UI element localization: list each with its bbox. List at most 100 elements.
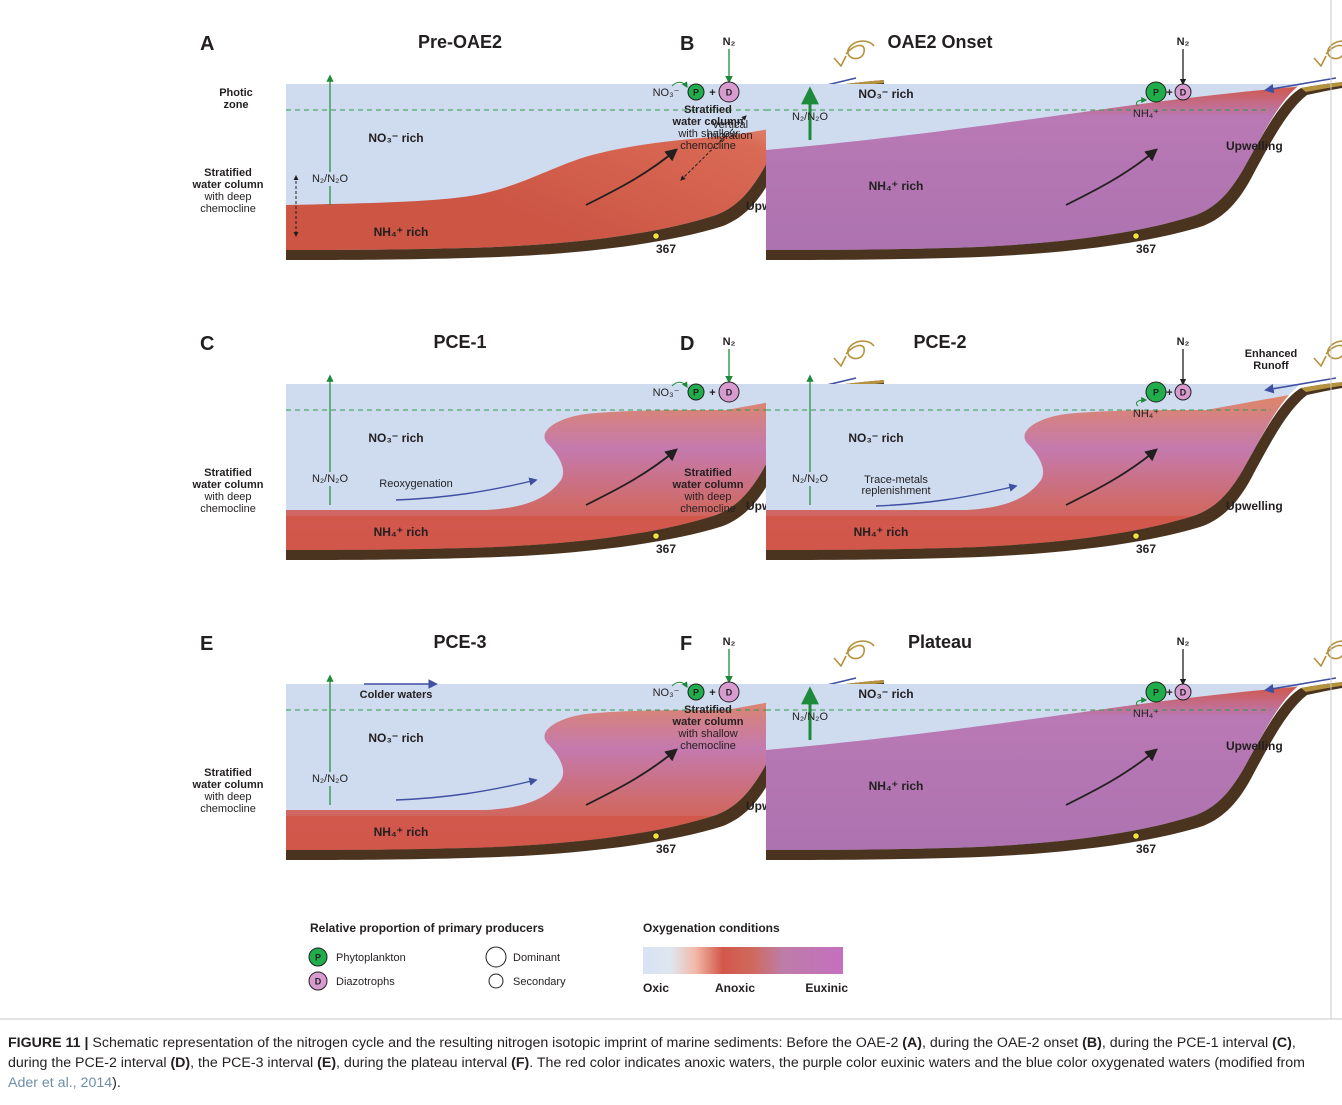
anoxic-tongue (286, 392, 821, 550)
stratified-label: water column (192, 179, 264, 191)
stratified-label: water column (672, 716, 744, 728)
caption-label: FIGURE 11 | (8, 1035, 89, 1051)
runoff-arrow (1264, 677, 1337, 694)
site-label: 367 (1136, 242, 1156, 256)
site-marker (1132, 832, 1140, 840)
stratified-label: Stratified (684, 467, 732, 479)
caption-ref-f: (F) (511, 1055, 530, 1071)
figure-caption: FIGURE 11 | Schematic representation of … (8, 1033, 1334, 1093)
site-marker (652, 532, 660, 540)
anoxic-tongue (286, 692, 821, 850)
stratified-label: chemocline (680, 740, 736, 752)
stratified-label: Stratified (204, 167, 252, 179)
upwelling-label: Upwelling (1226, 139, 1283, 153)
phytoplankton-icon: P (687, 683, 705, 701)
runoff-arrow (1264, 377, 1337, 394)
no3-uptake-label: NO₃⁻ (653, 687, 680, 699)
panel-title: PCE-2 (913, 332, 966, 352)
panel-d: D PCE-2 367 Upwelling N₂ P + D NH₄⁺ NO₃⁻ rich NH₄⁺… (672, 332, 1342, 560)
legend-phytoplankton-label: Phytoplankton (336, 952, 406, 964)
diazotroph-icon: D (718, 381, 740, 403)
photic-zone-label: zone (223, 99, 248, 111)
stratified-label: Stratified (204, 467, 252, 479)
diazotroph-icon-label: D (726, 388, 733, 398)
stratified-label: water column (192, 779, 264, 791)
trace-metals-arrow (875, 483, 1018, 507)
upwelling-arrow (585, 448, 678, 506)
runoff-swirl-icon (845, 640, 875, 660)
legend-dominant-icon (485, 946, 507, 968)
nitrate-label: NO₃⁻ rich (368, 131, 423, 145)
upwelling-arrow (585, 148, 678, 206)
stratified-label: Stratified (204, 767, 252, 779)
site-label: 367 (1136, 842, 1156, 856)
upwelling-arrow (1065, 448, 1158, 506)
phytoplankton-icon-label: P (693, 688, 699, 698)
stratified-label: water column (192, 479, 264, 491)
plus-sign: + (709, 87, 715, 99)
no3-uptake-label: NO₃⁻ (653, 87, 680, 99)
caption-ref-e: (E) (317, 1055, 337, 1071)
nitrate-label: NO₃⁻ rich (858, 87, 913, 101)
nh4-uptake-label: NH₄⁺ (1133, 708, 1159, 720)
site-marker (652, 232, 660, 240)
panel-f: F Plateau 367 Upwelling N₂ P + D NH₄⁺ NO₃⁻ rich NH… (672, 632, 1342, 860)
ammonium-label: NH₄⁺ rich (869, 779, 924, 793)
panel-title: PCE-1 (433, 332, 486, 352)
reoxygenation-label: Reoxygenation (379, 478, 452, 490)
stratified-label: with deep (203, 791, 251, 803)
sediment-slope (766, 82, 1342, 260)
euxinic-water (766, 686, 1301, 850)
ammonium-label: NH₄⁺ rich (374, 525, 429, 539)
caption-ref-a: (A) (902, 1035, 922, 1051)
ammonium-label: NH₄⁺ rich (854, 525, 909, 539)
upwelling-label: Upwelling (1226, 499, 1283, 513)
stratified-label: chemocline (680, 140, 736, 152)
stratified-label: chemocline (200, 803, 256, 815)
nitrate-label: NO₃⁻ rich (368, 431, 423, 445)
stratified-label: with shallow (677, 128, 737, 140)
nitrate-label: NO₃⁻ rich (368, 731, 423, 745)
runoff-arrow (1264, 77, 1337, 94)
phytoplankton-icon: P (687, 383, 705, 401)
phytoplankton-icon: P (1145, 681, 1167, 703)
caption-text-5: , the PCE-3 interval (190, 1055, 318, 1071)
n2-label: N₂ (1177, 36, 1190, 48)
panel-letter: A (200, 33, 214, 55)
panel-title: PCE-3 (433, 632, 486, 652)
stratified-label: with deep (203, 191, 251, 203)
diazotroph-icon: D (1174, 383, 1192, 401)
upwelling-arrow (585, 748, 678, 806)
legend-diazotroph-icon: D (308, 971, 328, 991)
citation-link[interactable]: Ader et al., 2014 (8, 1075, 113, 1091)
panel-title: Plateau (908, 632, 972, 652)
caption-ref-c: (C) (1272, 1035, 1292, 1051)
sediment-slope (286, 680, 884, 860)
enhanced-runoff-label: Runoff (1253, 360, 1289, 372)
legend: Relative proportion of primary producers… (308, 921, 848, 995)
stratified-label: chemocline (680, 503, 736, 515)
trace-metals-label: replenishment (861, 485, 930, 497)
runoff-swirl-icon (1325, 340, 1342, 360)
diazotroph-icon-label: D (1180, 88, 1187, 98)
trace-metals-label: Trace-metals (864, 474, 928, 486)
panel-letter: D (680, 333, 694, 355)
vertical-migration-arrow (680, 115, 747, 181)
diazotroph-icon: D (718, 81, 740, 103)
reoxygenation-arrow (395, 477, 538, 501)
ammonium-label: NH₄⁺ rich (374, 225, 429, 239)
runoff-swirl-icon (1325, 40, 1342, 60)
diazotroph-icon-label: D (1180, 688, 1187, 698)
basin: 367 Upwelling N₂ P + D NH₄⁺ NO₃⁻ rich NH₄⁺ rich N… (672, 36, 1342, 260)
n2-label: N₂ (1177, 636, 1190, 648)
oxygenation-legend-title: Oxygenation conditions (643, 921, 780, 935)
n2-n2o-label: N₂/N₂O (312, 173, 348, 185)
euxinic-water (766, 86, 1301, 250)
photic-zone-label: Photic (219, 87, 253, 99)
colder-waters-label: Colder waters (360, 689, 433, 701)
legend-secondary-icon (488, 973, 504, 989)
stratified-label: with deep (683, 491, 731, 503)
legend-diazotroph-icon-label: D (315, 977, 322, 987)
sediment-slope (766, 682, 1342, 860)
site-label: 367 (656, 242, 676, 256)
